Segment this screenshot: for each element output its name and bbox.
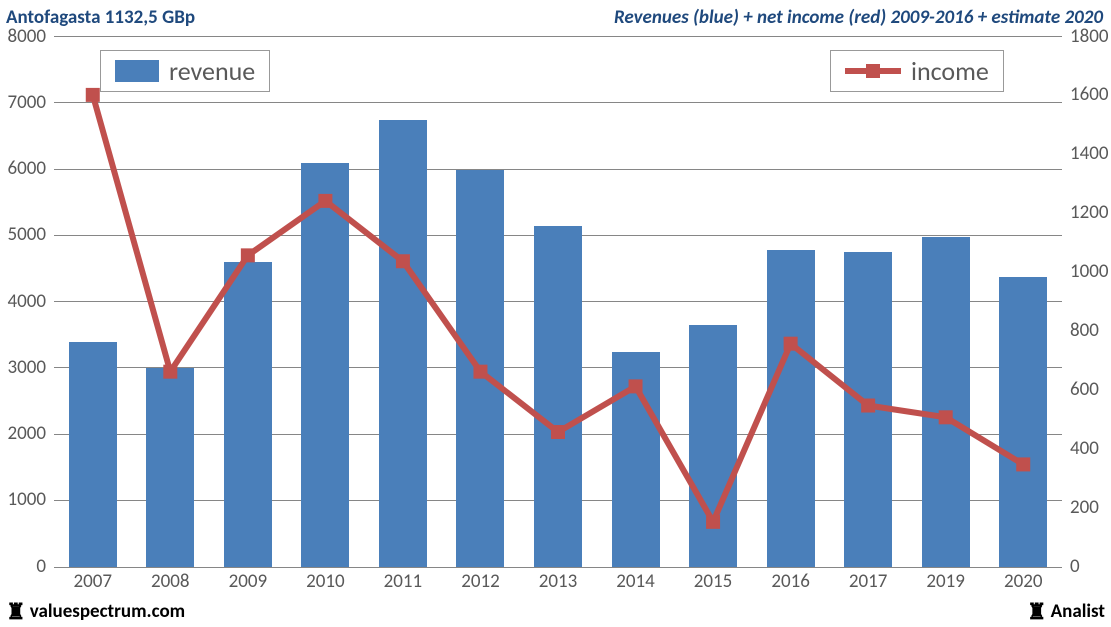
y-right-tick: 400 bbox=[1070, 437, 1099, 460]
y-right-tick: 1000 bbox=[1070, 260, 1109, 283]
revenue-bar bbox=[379, 120, 427, 567]
x-tick: 2017 bbox=[849, 570, 888, 593]
legend-income: income bbox=[830, 50, 1004, 92]
revenue-bar bbox=[456, 170, 504, 568]
legend-revenue-swatch bbox=[115, 60, 159, 82]
footer: ♜valuespectrum.com ♜Analist bbox=[0, 600, 1111, 623]
x-tick: 2013 bbox=[539, 570, 578, 593]
y-right-tick: 600 bbox=[1070, 378, 1099, 401]
revenue-bar bbox=[844, 252, 892, 567]
footer-right: ♜Analist bbox=[1027, 600, 1105, 623]
x-tick: 2010 bbox=[306, 570, 345, 593]
revenue-bar bbox=[146, 368, 194, 567]
revenue-bar bbox=[534, 226, 582, 567]
revenue-bar bbox=[689, 325, 737, 567]
y-left-tick: 6000 bbox=[0, 157, 46, 180]
y-right-tick: 1600 bbox=[1070, 83, 1109, 106]
rook-icon: ♜ bbox=[1027, 601, 1047, 623]
revenue-bar bbox=[301, 163, 349, 567]
footer-right-text: Analist bbox=[1051, 600, 1105, 623]
x-tick: 2009 bbox=[229, 570, 268, 593]
revenue-bar bbox=[922, 237, 970, 567]
chart-header: Antofagasta 1132,5 GBp Revenues (blue) +… bbox=[0, 6, 1111, 34]
title-right: Revenues (blue) + net income (red) 2009-… bbox=[614, 6, 1103, 29]
footer-left: ♜valuespectrum.com bbox=[6, 600, 185, 623]
x-tick: 2016 bbox=[771, 570, 810, 593]
x-tick: 2015 bbox=[694, 570, 733, 593]
y-left-tick: 0 bbox=[0, 555, 46, 578]
x-tick: 2020 bbox=[1004, 570, 1043, 593]
y-left-tick: 8000 bbox=[0, 25, 46, 48]
x-tick: 2007 bbox=[74, 570, 113, 593]
legend-revenue: revenue bbox=[100, 50, 270, 92]
legend-income-label: income bbox=[911, 55, 989, 87]
y-left-tick: 5000 bbox=[0, 223, 46, 246]
y-left-tick: 4000 bbox=[0, 290, 46, 313]
x-tick: 2011 bbox=[384, 570, 423, 593]
x-tick: 2008 bbox=[151, 570, 190, 593]
y-right-tick: 1400 bbox=[1070, 142, 1109, 165]
y-left-tick: 3000 bbox=[0, 356, 46, 379]
revenue-bar bbox=[767, 250, 815, 567]
y-right-tick: 800 bbox=[1070, 319, 1099, 342]
revenue-bar bbox=[612, 352, 660, 567]
y-right-tick: 0 bbox=[1070, 555, 1080, 578]
x-tick: 2014 bbox=[616, 570, 655, 593]
plot-area bbox=[54, 36, 1062, 568]
legend-income-swatch bbox=[845, 60, 901, 82]
footer-left-text: valuespectrum.com bbox=[30, 600, 185, 623]
gridline bbox=[54, 169, 1062, 170]
y-right-tick: 1200 bbox=[1070, 201, 1109, 224]
x-tick: 2019 bbox=[926, 570, 965, 593]
y-left-tick: 1000 bbox=[0, 488, 46, 511]
revenue-bar bbox=[224, 262, 272, 567]
rook-icon: ♜ bbox=[6, 601, 26, 623]
legend-revenue-label: revenue bbox=[169, 55, 255, 87]
y-right-tick: 1800 bbox=[1070, 25, 1109, 48]
gridline bbox=[54, 102, 1062, 103]
revenue-bar bbox=[69, 342, 117, 567]
chart-container: Antofagasta 1132,5 GBp Revenues (blue) +… bbox=[0, 0, 1111, 627]
revenue-bar bbox=[999, 277, 1047, 567]
y-left-tick: 2000 bbox=[0, 422, 46, 445]
x-tick: 2012 bbox=[461, 570, 500, 593]
y-right-tick: 200 bbox=[1070, 496, 1099, 519]
y-left-tick: 7000 bbox=[0, 91, 46, 114]
